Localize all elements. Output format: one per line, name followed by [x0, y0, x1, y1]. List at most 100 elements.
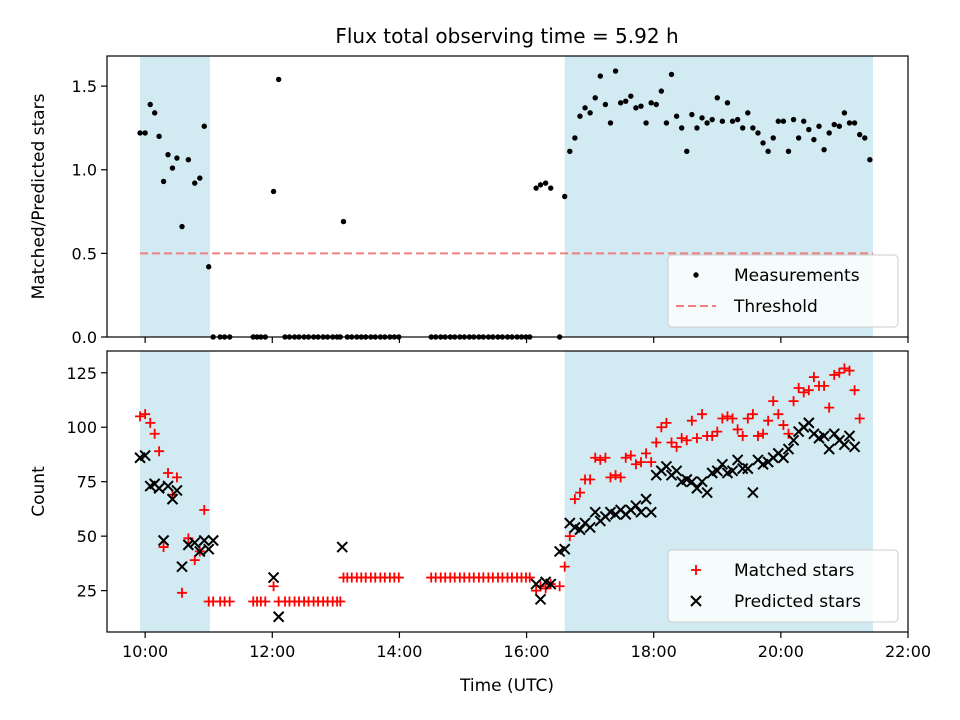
- measurement-point: [780, 118, 787, 124]
- measurement-point: [790, 116, 797, 123]
- predicted-star-point: [828, 428, 840, 440]
- matched-star-point: [199, 505, 210, 516]
- matched-star-point: [722, 411, 733, 422]
- measurement-point: [201, 123, 207, 129]
- measurement-point: [577, 113, 583, 119]
- matched-star-point: [727, 413, 738, 424]
- matched-star-point: [600, 452, 611, 463]
- matched-star-point: [135, 411, 146, 422]
- matched-star-point: [656, 422, 667, 433]
- measurement-point: [714, 95, 720, 101]
- matched-star-point: [625, 450, 636, 461]
- predicted-star-point: [207, 534, 219, 547]
- matched-star-point: [768, 396, 779, 407]
- measurement-point: [806, 126, 812, 133]
- matched-star-point: [189, 555, 200, 566]
- predicted-star-point: [803, 417, 815, 429]
- matched-star-point: [712, 426, 723, 437]
- matched-star-point: [268, 581, 279, 592]
- measurement-point: [704, 120, 710, 126]
- measurement-point: [582, 105, 588, 111]
- measurement-point: [142, 130, 148, 136]
- matched-star-point: [610, 470, 621, 481]
- legend-box: [667, 254, 899, 328]
- matched-star-point: [747, 409, 758, 420]
- matched-star-point: [224, 596, 235, 607]
- matched-star-point: [681, 435, 692, 446]
- chart-title: Flux total observing time = 5.92 h: [335, 24, 678, 48]
- matched-star-point: [839, 363, 850, 374]
- y-axis-ticks: 25 50 75 100 125: [66, 364, 107, 601]
- measurement-point: [668, 71, 675, 78]
- matched-star-point: [661, 417, 672, 428]
- x-tick-label: 10:00: [122, 642, 168, 661]
- matched-star-point: [793, 383, 804, 394]
- legend-label: Measurements: [734, 266, 860, 286]
- measurement-point: [567, 148, 573, 155]
- y-tick-label: 25: [77, 582, 97, 601]
- measurement-point: [694, 125, 700, 131]
- matched-star-point: [559, 561, 570, 572]
- measurement-point: [811, 136, 817, 143]
- top-panel: 0.0 0.5 1.0 1.5 Matched/Predicted stars Mea…: [29, 55, 909, 347]
- measurement-point: [597, 73, 604, 79]
- predicted-star-point: [336, 541, 348, 553]
- matched-star-point: [140, 409, 151, 420]
- y-axis-label: Count: [29, 466, 49, 517]
- measurement-point: [841, 110, 848, 116]
- predicted-star-point: [171, 484, 183, 497]
- predicted-star-point: [690, 595, 702, 607]
- measurement-point: [795, 135, 802, 141]
- matched-star-point: [585, 474, 596, 485]
- matched-star-point: [773, 409, 784, 420]
- matched-star-point: [158, 542, 169, 553]
- measurement-point: [165, 151, 171, 158]
- measurement-point: [562, 193, 568, 200]
- predicted-star-point: [731, 454, 744, 466]
- predicted-star-point: [272, 611, 285, 623]
- measurement-point: [699, 115, 705, 121]
- predicted-star-point: [162, 480, 174, 492]
- matched-star-point: [171, 472, 182, 483]
- predicted-star-point: [660, 460, 673, 473]
- measurement-point: [340, 218, 347, 225]
- measurement-point: [750, 125, 756, 131]
- bottom-panel: 10:00 12:00 14:00 16:00 18:00 20:00 22:00 25 50…: [29, 351, 931, 661]
- predicted-star-point: [630, 499, 642, 512]
- predicted-star-point: [157, 534, 170, 547]
- measurement-point: [663, 120, 670, 126]
- matched-star-point: [854, 413, 865, 424]
- y-tick-label: 1.0: [72, 161, 97, 180]
- matched-star-point: [163, 467, 174, 478]
- measurement-point: [643, 120, 649, 126]
- measurement-point: [673, 113, 680, 119]
- measurement-point: [816, 123, 822, 129]
- predicted-star-point: [589, 506, 601, 518]
- matched-star-point: [554, 581, 565, 592]
- predicted-star-point: [153, 482, 165, 494]
- matched-star-point: [691, 433, 702, 444]
- measurement-point: [801, 118, 807, 124]
- legend-label: Matched stars: [734, 561, 854, 581]
- predicted-star-point: [166, 493, 179, 505]
- y-tick-label: 0.5: [72, 244, 97, 263]
- measurement-point: [587, 110, 593, 116]
- matched-star-point: [819, 380, 830, 391]
- matched-star-point: [260, 596, 271, 607]
- measurement-point: [206, 264, 212, 270]
- predicted-star-point: [584, 521, 596, 534]
- predicted-star-point: [176, 560, 188, 573]
- matched-star-point: [646, 457, 657, 468]
- measurement-point: [628, 93, 634, 99]
- measurement-point: [734, 116, 741, 123]
- predicted-star-point: [203, 543, 215, 555]
- predicted-star-point: [711, 465, 723, 477]
- measurement-point: [633, 105, 639, 111]
- measurement-point: [785, 148, 792, 155]
- matched-star-point: [620, 452, 631, 463]
- predicted-star-point: [189, 536, 201, 549]
- legend-label: Threshold: [733, 297, 818, 317]
- predicted-star-point: [823, 443, 835, 455]
- predicted-star-point: [838, 438, 851, 451]
- measurement-point: [775, 118, 782, 124]
